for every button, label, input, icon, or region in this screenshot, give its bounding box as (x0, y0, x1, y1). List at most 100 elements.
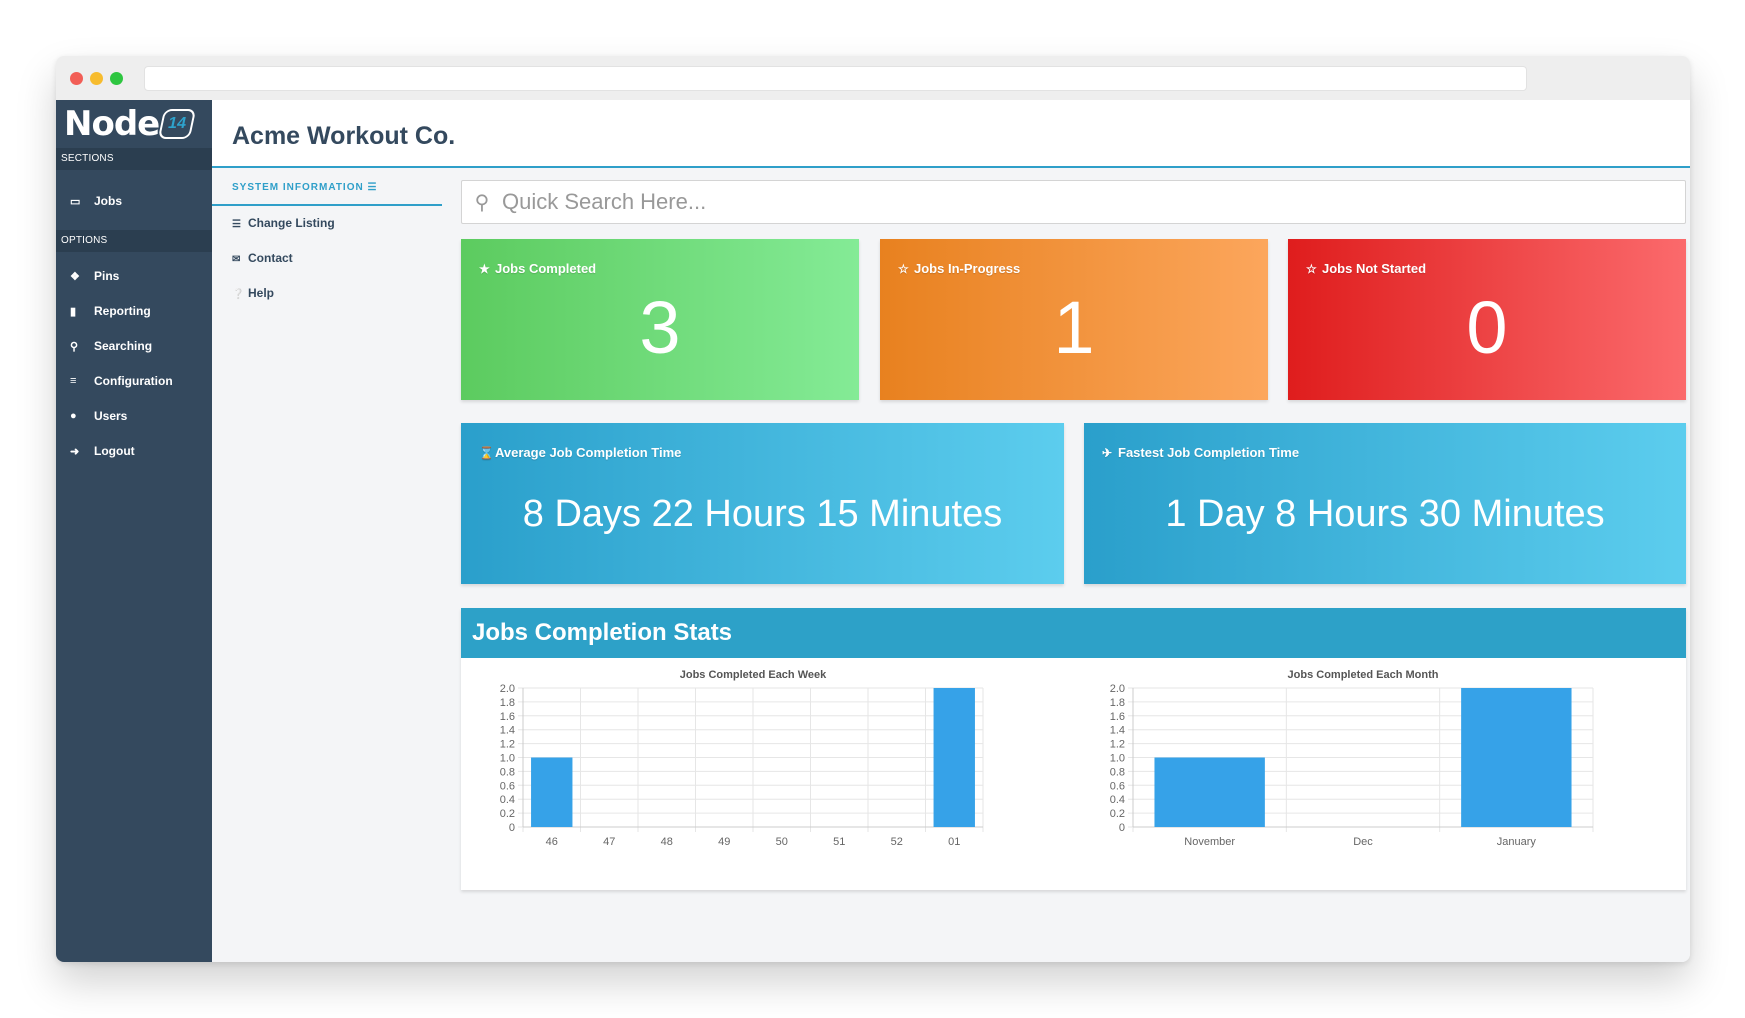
page-header: Acme Workout Co. (212, 100, 1690, 168)
y-tick-label: 0.4 (1110, 794, 1125, 806)
fastest-completion-card[interactable]: ✈ Fastest Job Completion Time 1 Day 8 Hou… (1084, 423, 1686, 584)
y-tick-label: 1.6 (500, 711, 515, 723)
plane-icon: ✈ (1102, 446, 1113, 460)
options-heading: OPTIONS (56, 230, 212, 252)
sidebar-item-searching[interactable]: ⚲ Searching (56, 329, 212, 363)
page-title: Acme Workout Co. (232, 122, 456, 150)
sections-heading: SECTIONS (56, 148, 212, 170)
x-tick-label: 47 (603, 836, 615, 848)
jobs-not-started-value: 0 (1466, 286, 1508, 369)
y-tick-label: 0.8 (500, 766, 515, 778)
subnav-item-change-listing[interactable]: ☰ Change Listing (232, 208, 335, 238)
star-outline-icon: ☆ (1306, 262, 1317, 276)
y-tick-label: 1.2 (500, 739, 515, 751)
logout-icon: ➜ (70, 445, 80, 458)
users-icon: ● (70, 410, 77, 422)
average-completion-card[interactable]: ⌛Average Job Completion Time 8 Days 22 H… (461, 423, 1064, 584)
y-tick-label: 0.2 (1110, 808, 1125, 820)
search-icon: ⚲ (474, 191, 490, 214)
inbox-icon: ▭ (70, 195, 81, 208)
x-tick-label: 46 (546, 836, 558, 848)
envelope-icon: ✉ (232, 254, 241, 265)
y-tick-label: 2.0 (1110, 683, 1125, 695)
bar (1461, 688, 1572, 827)
minimize-window-button[interactable] (90, 72, 103, 85)
jobs-not-started-card[interactable]: ☆ Jobs Not Started 0 (1288, 239, 1686, 400)
logo[interactable]: Node 14 (56, 100, 212, 148)
title-bar (56, 56, 1690, 100)
address-bar[interactable] (144, 66, 1527, 91)
subnav-item-label: Change Listing (248, 216, 335, 230)
pin-icon: ❖ (70, 270, 80, 283)
file-icon: ▮ (70, 305, 77, 318)
chart-title: Jobs Completed Each Week (680, 669, 827, 681)
maximize-window-button[interactable] (110, 72, 123, 85)
y-tick-label: 1.8 (1110, 697, 1125, 709)
star-icon: ★ (479, 262, 490, 276)
hourglass-icon: ⌛ (479, 446, 494, 460)
logo-text: Node (64, 104, 160, 144)
sidebar-item-label: Jobs (94, 194, 123, 208)
y-tick-label: 0.6 (500, 780, 515, 792)
x-tick-label: 52 (891, 836, 903, 848)
subnav-title[interactable]: SYSTEM INFORMATION ☰ (212, 170, 442, 206)
browser-window: Node 14 SECTIONS ▭ Jobs OPTIONS ❖ Pins ▮… (56, 56, 1690, 962)
y-tick-label: 0.4 (500, 794, 515, 806)
weekly-chart-svg: Jobs Completed Each Week 0 0.2 0.4 0.6 0.81.0… (500, 669, 984, 848)
jobs-completed-card[interactable]: ★ Jobs Completed 3 (461, 239, 859, 400)
y-tick-label: 0 (509, 822, 515, 834)
y-tick-label: 0.6 (1110, 780, 1125, 792)
sidebar-item-configuration[interactable]: ≡ Configuration (56, 364, 212, 398)
sidebar-item-pins[interactable]: ❖ Pins (56, 259, 212, 293)
sidebar-item-label: Users (94, 409, 128, 423)
bar (531, 757, 573, 827)
monthly-chart: Jobs Completed Each Month 0 0.2 0.4 0.6 0.8 1.… (1073, 658, 1686, 890)
card-label: ✈ Fastest Job Completion Time (1102, 445, 1300, 460)
jobs-in-progress-card[interactable]: ☆ Jobs In-Progress 1 (880, 239, 1268, 400)
x-tick-label: January (1497, 836, 1537, 848)
x-tick-label: 49 (718, 836, 730, 848)
list-icon: ☰ (232, 219, 241, 230)
bar (933, 688, 975, 827)
card-label: ☆ Jobs Not Started (1306, 261, 1427, 276)
y-tick-label: 1.0 (500, 753, 515, 765)
average-completion-value: 8 Days 22 Hours 15 Minutes (522, 493, 1003, 535)
sliders-icon: ≡ (70, 375, 77, 387)
sidebar-item-jobs[interactable]: ▭ Jobs (56, 184, 212, 218)
jobs-completion-stats-panel: Jobs Completion Stats Jobs Completed Eac… (461, 608, 1686, 890)
list-icon: ☰ (367, 182, 378, 193)
weekly-chart: Jobs Completed Each Week 0 0.2 0.4 0.6 0.8 1.0… (461, 658, 1073, 890)
subnav-item-contact[interactable]: ✉ Contact (232, 243, 293, 273)
y-tick-label: 1.4 (1110, 725, 1125, 737)
sidebar-item-label: Configuration (94, 374, 173, 388)
sidebar-item-label: Reporting (94, 304, 151, 318)
y-tick-label: 0.8 (1110, 766, 1125, 778)
card-label: ⌛Average Job Completion Time (479, 445, 682, 460)
question-icon: ❔ (232, 289, 245, 300)
sidebar-item-users[interactable]: ● Users (56, 399, 212, 433)
subnav-title-label: SYSTEM INFORMATION (232, 182, 364, 193)
sidebar-item-reporting[interactable]: ▮ Reporting (56, 294, 212, 328)
subnav-item-help[interactable]: ❔ Help (232, 278, 274, 308)
subnav-item-label: Contact (248, 251, 293, 265)
jobs-completed-value: 3 (639, 286, 681, 369)
close-window-button[interactable] (70, 72, 83, 85)
x-tick-label: 48 (661, 836, 673, 848)
sidebar-item-label: Pins (94, 269, 120, 283)
fastest-completion-value: 1 Day 8 Hours 30 Minutes (1165, 493, 1605, 535)
quick-search[interactable]: ⚲ (461, 180, 1686, 224)
sidebar-item-logout[interactable]: ➜ Logout (56, 434, 212, 468)
y-tick-label: 1.8 (500, 697, 515, 709)
y-tick-label: 0.2 (500, 808, 515, 820)
star-half-icon: ☆ (898, 262, 909, 276)
chart-title: Jobs Completed Each Month (1288, 669, 1439, 681)
y-tick-label: 2.0 (500, 683, 515, 695)
stats-title: Jobs Completion Stats (461, 608, 1686, 658)
sidebar-item-label: Logout (94, 444, 135, 458)
x-tick-label: November (1184, 836, 1235, 848)
y-tick-label: 1.0 (1110, 753, 1125, 765)
search-input[interactable] (502, 189, 1662, 215)
y-tick-label: 0 (1119, 822, 1125, 834)
logo-badge: 14 (158, 109, 197, 139)
sidebar: Node 14 SECTIONS ▭ Jobs OPTIONS ❖ Pins ▮… (56, 100, 212, 962)
